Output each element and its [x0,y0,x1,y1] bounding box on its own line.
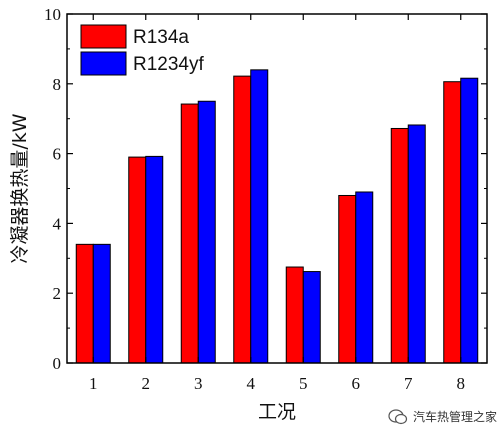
legend-swatch-R1234yf [80,51,127,76]
x-axis-label: 工况 [258,401,296,423]
bar-R1234yf-3 [197,100,216,364]
bars-group [75,69,479,364]
bar-R1234yf-4 [250,69,269,364]
watermark-text: 汽车热管理之家 [412,410,497,424]
x-tick-label: 7 [404,374,413,393]
watermark: 汽车热管理之家 [388,408,497,425]
legend-swatch-R134a [80,24,127,49]
bar-R1234yf-2 [145,155,164,364]
bar-R1234yf-1 [92,243,111,364]
y-tick-label: 2 [53,284,62,303]
y-tick-label: 8 [53,75,62,94]
bar-R134a-4 [233,75,252,364]
bar-R1234yf-8 [460,77,479,364]
x-tick-label: 6 [352,374,361,393]
y-tick-label: 4 [53,214,62,233]
x-tick-label: 2 [142,374,151,393]
x-tick-label: 1 [89,374,98,393]
bar-R1234yf-7 [407,124,426,364]
bar-R1234yf-5 [302,271,321,364]
bar-R134a-3 [180,103,199,364]
y-tick-label: 10 [44,5,61,24]
x-tick-label: 5 [299,374,308,393]
bar-R1234yf-6 [355,191,374,364]
wechat-icon [388,408,408,424]
x-tick-label: 8 [457,374,466,393]
legend-label: R1234yf [133,54,204,75]
y-tick-label: 6 [53,145,62,164]
bar-R134a-2 [128,156,147,364]
legend-label: R134a [133,27,189,48]
bar-R134a-1 [75,243,94,364]
bar-R134a-5 [285,266,304,364]
legend: R134a R1234yf [80,24,204,76]
x-tick-label: 4 [247,374,256,393]
bar-R134a-6 [338,194,357,364]
y-tick-label: 0 [53,354,62,373]
bar-R134a-8 [443,81,462,364]
bar-R134a-7 [390,127,409,364]
y-axis-ticks: 0 2 4 6 8 10 [44,5,487,373]
x-axis-ticks: 1 2 3 4 5 6 7 8 [89,14,465,393]
x-tick-label: 3 [194,374,203,393]
y-axis-label: 冷凝器换热量/kW [9,113,31,263]
